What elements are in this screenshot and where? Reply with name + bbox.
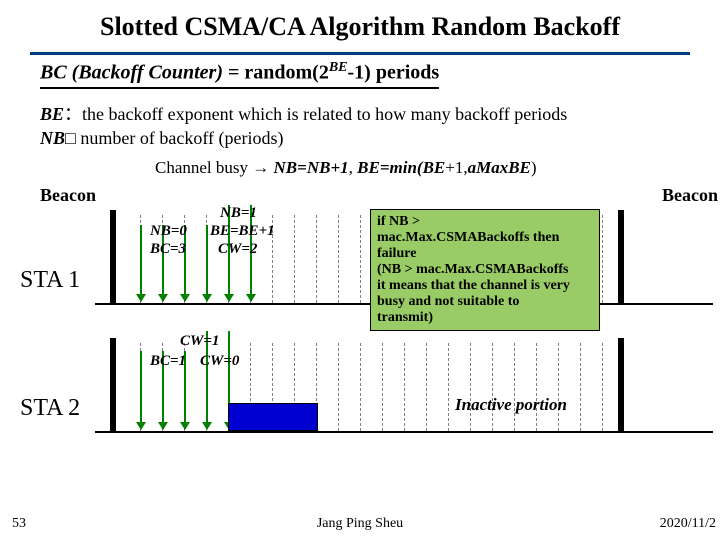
busy-em1: NB=NB+1 <box>274 158 349 177</box>
slot-dash <box>602 343 603 431</box>
slot-dash <box>448 343 449 431</box>
slot-dash <box>536 343 537 431</box>
info-line4: (NB > mac.Max.CSMABackoffs <box>377 262 593 278</box>
inactive-portion-label: Inactive portion <box>455 395 567 415</box>
slot-dash <box>338 343 339 431</box>
busy-em2: BE=min(BE <box>357 158 445 177</box>
info-line5: it means that the channel is very <box>377 278 593 294</box>
beacon-label-right: Beacon <box>662 185 718 206</box>
slot-dash <box>514 343 515 431</box>
beacon-bar-left-sta2 <box>110 338 116 431</box>
footer-author: Jang Ping Sheu <box>0 516 720 532</box>
slot-dash <box>316 215 317 303</box>
slot-dash <box>470 343 471 431</box>
busy-end: ) <box>531 158 537 177</box>
label-nb1: NB=1 <box>220 205 257 222</box>
formula-lhs: BC (Backoff Counter) <box>40 62 223 84</box>
formula-rhs: -1) periods <box>348 62 440 84</box>
beacon-bar-right-sta2 <box>618 338 624 431</box>
info-box: if NB > mac.Max.CSMABackoffs then failur… <box>370 209 600 331</box>
slot-dash <box>580 343 581 431</box>
slot-dash <box>404 343 405 431</box>
busy-prefix: Channel busy → <box>155 158 274 177</box>
sta2-label: STA 2 <box>20 395 80 422</box>
slot-dash <box>426 343 427 431</box>
label-cw2: CW=2 <box>218 241 257 258</box>
page-title: Slotted CSMA/CA Algorithm Random Backoff <box>0 12 720 42</box>
label-cw1: CW=1 <box>180 333 219 350</box>
info-line3: failure <box>377 246 593 262</box>
busy-em3: aMaxBE <box>468 158 531 177</box>
backoff-arrow <box>140 225 142 301</box>
beacon-bar-left-sta1 <box>110 210 116 303</box>
busy-mid2: +1, <box>445 158 467 177</box>
slot-dash <box>558 343 559 431</box>
label-nb0: NB=0 <box>150 223 187 240</box>
formula-eq: = random(2 <box>223 62 329 84</box>
be-text: ：the backoff exponent which is related t… <box>64 104 567 124</box>
info-line2: mac.Max.CSMABackoffs then <box>377 230 593 246</box>
nb-text: □ number of backoff (periods) <box>65 128 283 148</box>
timing-diagram: Beacon Beacon STA 1 STA 2 NB=0 BC=3 NB=1… <box>0 185 720 485</box>
info-line6: busy and not suitable to <box>377 294 593 310</box>
definition-be: BE：the backoff exponent which is related… <box>40 100 567 126</box>
be-label: BE <box>40 104 64 124</box>
slot-dash <box>360 215 361 303</box>
slot-dash <box>338 215 339 303</box>
info-line1: if NB > <box>377 214 593 230</box>
backoff-arrow <box>206 225 208 301</box>
definition-nb: NB□ number of backoff (periods) <box>40 128 284 149</box>
nb-label: NB <box>40 128 65 148</box>
beacon-bar-right-sta1 <box>618 210 624 303</box>
info-line7: transmit) <box>377 310 593 326</box>
footer-date: 2020/11/2 <box>660 516 716 532</box>
channel-busy-line: Channel busy → NB=NB+1, BE=min(BE+1,aMax… <box>155 158 537 178</box>
busy-mid: , <box>349 158 358 177</box>
backoff-arrow <box>140 351 142 429</box>
label-cw0: CW=0 <box>200 353 239 370</box>
slot-dash <box>492 343 493 431</box>
slot-dash <box>382 343 383 431</box>
slot-dash <box>602 215 603 303</box>
formula-sup: BE <box>329 60 348 75</box>
formula: BC (Backoff Counter) = random(2BE-1) per… <box>40 60 439 89</box>
label-bc3: BC=3 <box>150 241 186 258</box>
label-bc1: BC=1 <box>150 353 186 370</box>
sta1-label: STA 1 <box>20 267 80 294</box>
transmission-block <box>228 403 318 431</box>
title-underline <box>30 52 690 55</box>
label-beplus: BE=BE+1 <box>210 223 275 240</box>
slot-dash <box>360 343 361 431</box>
beacon-label-left: Beacon <box>40 185 96 206</box>
sta2-axis <box>95 431 713 433</box>
slot-dash <box>294 215 295 303</box>
